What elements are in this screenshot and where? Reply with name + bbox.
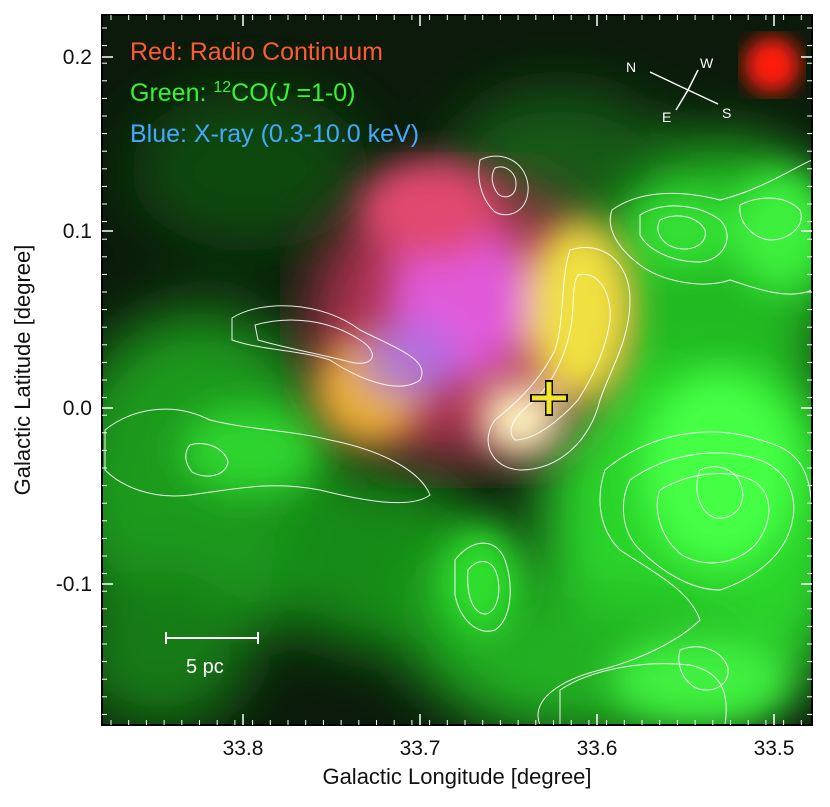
x-axis-title: Galactic Longitude [degree] (322, 764, 591, 789)
y-axis: 0.2 0.1 0.0 -0.1 (56, 27, 812, 715)
compass-west-label: W (700, 55, 714, 71)
x-tick-label: 33.7 (400, 737, 441, 760)
scale-bar-label: 5 pc (186, 656, 224, 678)
scale-bar: 5 pc (165, 632, 259, 678)
legend-red-label: Red: Radio Continuum (130, 38, 383, 66)
legend: Red: Radio Continuum Green: 12CO(J =1-0)… (130, 38, 419, 148)
legend-blue-label: Blue: X-ray (0.3-10.0 keV) (130, 120, 419, 148)
compass: N W E S (626, 55, 731, 125)
compass-south-label: S (722, 105, 731, 121)
x-tick-label: 33.5 (754, 737, 795, 760)
co-contours (104, 155, 812, 725)
y-tick-label: -0.1 (56, 573, 92, 596)
compass-north-label: N (626, 59, 636, 75)
y-tick-label: 0.2 (63, 46, 92, 69)
cross-marker (530, 380, 568, 416)
legend-green-label: Green: 12CO(J =1-0) (130, 79, 356, 107)
x-tick-label: 33.8 (223, 737, 264, 760)
compass-east-label: E (662, 109, 671, 125)
image-panel: N W E S 5 pc Red: Radio Continuum Green:… (102, 15, 812, 725)
y-tick-label: 0.1 (63, 220, 92, 243)
y-tick-label: 0.0 (63, 397, 92, 420)
plot-frame (101, 14, 813, 726)
x-tick-label: 33.6 (577, 737, 618, 760)
x-axis: 33.8 33.7 33.6 33.5 (110, 15, 802, 760)
y-axis-title: Galactic Latitude [degree] (10, 245, 35, 496)
